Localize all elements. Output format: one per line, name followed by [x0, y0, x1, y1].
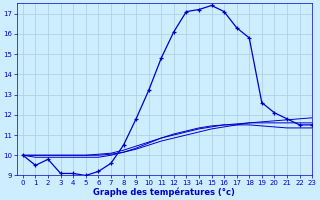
- X-axis label: Graphe des températures (°c): Graphe des températures (°c): [93, 187, 235, 197]
